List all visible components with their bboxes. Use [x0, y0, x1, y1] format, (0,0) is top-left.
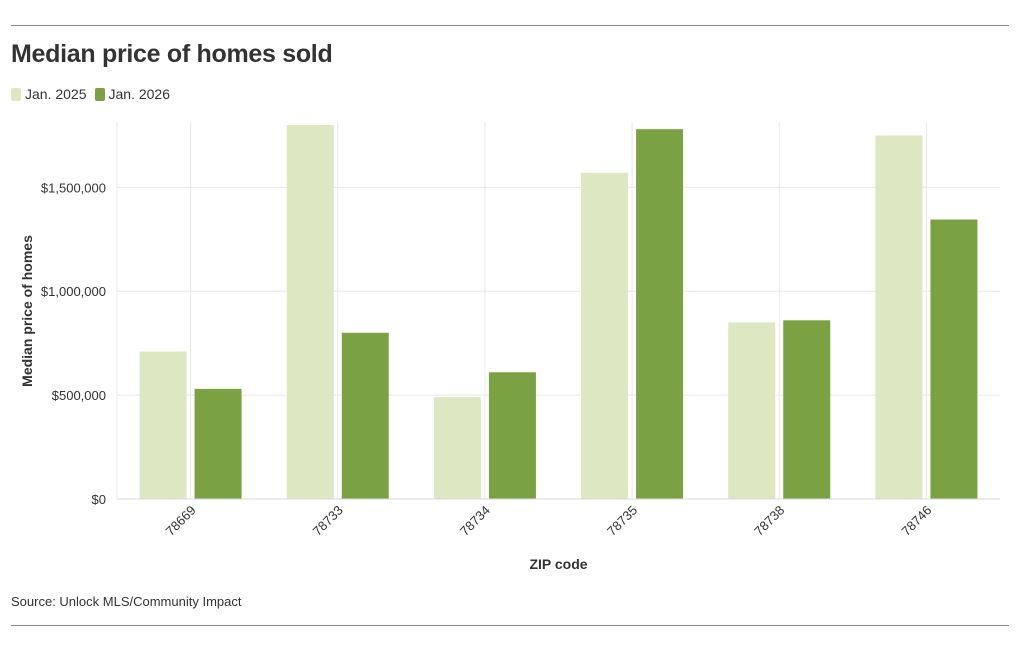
bar-jan-2026-78734[interactable] — [488, 372, 536, 499]
x-tick-label: 78746 — [898, 503, 934, 539]
y-tick-label: $1,000,000 — [41, 284, 106, 299]
x-tick-label: 78733 — [310, 503, 346, 539]
legend-label-jan-2025: Jan. 2025 — [25, 86, 87, 102]
y-axis-title: Median price of homes — [19, 235, 35, 387]
legend: Jan. 2025 Jan. 2026 — [11, 86, 178, 102]
x-tick-label: 78734 — [457, 503, 493, 539]
legend-item-jan-2026[interactable]: Jan. 2026 — [94, 86, 171, 102]
x-tick-label: 78738 — [751, 503, 787, 539]
bar-jan-2026-78733[interactable] — [341, 332, 389, 499]
bar-jan-2025-78746[interactable] — [875, 135, 923, 499]
bar-chart: $0 $500,000 $1,000,000 $1,500,000 78669 78733… — [19, 122, 1000, 572]
bar-jan-2025-78733[interactable] — [286, 125, 334, 499]
legend-swatch-jan-2026 — [94, 87, 105, 101]
y-tick-label: $1,500,000 — [41, 180, 106, 195]
y-tick-label: $500,000 — [52, 388, 106, 403]
top-rule — [11, 25, 1009, 26]
x-axis-title: ZIP code — [529, 556, 587, 572]
legend-swatch-jan-2025 — [11, 87, 21, 101]
bar-jan-2025-78738[interactable] — [728, 322, 776, 499]
grid-layer — [116, 122, 1000, 500]
bar-jan-2026-78669[interactable] — [194, 388, 242, 499]
y-tick-label: $0 — [92, 492, 106, 507]
x-tick-label: 78735 — [604, 503, 640, 539]
bar-jan-2025-78734[interactable] — [433, 397, 481, 499]
bar-jan-2026-78738[interactable] — [783, 320, 831, 499]
bar-jan-2025-78669[interactable] — [139, 351, 187, 499]
x-tick-label: 78669 — [163, 503, 199, 539]
chart-title: Median price of homes sold — [11, 40, 333, 68]
bar-jan-2026-78735[interactable] — [636, 129, 684, 499]
bar-jan-2026-78746[interactable] — [930, 219, 978, 500]
bar-jan-2025-78735[interactable] — [581, 172, 629, 500]
source-note: Source: Unlock MLS/Community Impact — [11, 594, 242, 609]
legend-item-jan-2025[interactable]: Jan. 2025 — [11, 86, 87, 102]
legend-label-jan-2026: Jan. 2026 — [108, 86, 171, 102]
bottom-rule — [11, 625, 1009, 626]
bars-layer — [139, 125, 978, 500]
